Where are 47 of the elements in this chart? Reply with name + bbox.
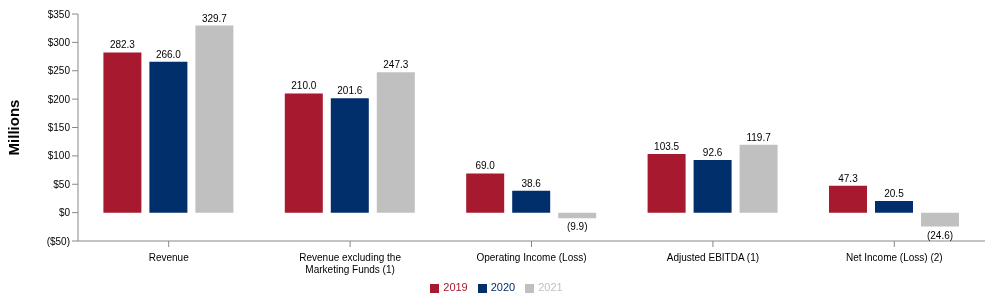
bar	[647, 153, 686, 213]
bar	[195, 25, 234, 213]
y-tick-label: ($50)	[46, 235, 70, 247]
data-label: (9.9)	[566, 221, 588, 233]
data-label: (24.6)	[926, 229, 954, 241]
data-label: 266.0	[155, 48, 182, 60]
data-label: 69.0	[475, 160, 496, 172]
legend-label: 2021	[538, 281, 563, 293]
data-label: 38.6	[521, 177, 542, 189]
bar	[376, 72, 415, 213]
data-label: 119.7	[746, 131, 772, 143]
y-tick-label: $150	[47, 122, 71, 134]
data-label: 210.0	[291, 80, 317, 92]
bar	[330, 98, 369, 213]
y-tick-label: $350	[47, 8, 71, 20]
data-label: 201.6	[337, 85, 363, 97]
x-tick-label: Operating Income (Loss)	[476, 252, 587, 263]
y-axis-title: Millions	[5, 99, 23, 156]
y-tick-label: $100	[47, 150, 71, 162]
x-tick-label: Revenue	[148, 252, 190, 263]
bar	[739, 144, 778, 213]
y-tick-label: $0	[58, 207, 71, 219]
y-tick-label: $50	[53, 178, 71, 190]
bar	[875, 200, 913, 213]
x-tick-label: Adjusted EBITDA (1)	[666, 252, 760, 263]
bar	[466, 173, 505, 213]
legend-label: 2020	[490, 281, 516, 293]
data-label: 282.3	[109, 39, 136, 51]
bar	[512, 190, 551, 213]
bar	[693, 160, 732, 213]
bar	[149, 61, 188, 213]
legend-label: 2019	[443, 281, 468, 293]
x-tick-label: Revenue excluding the Marketing Funds (1)	[299, 252, 402, 275]
data-label: 92.6	[702, 147, 723, 159]
y-tick-label: $250	[47, 65, 71, 77]
bar	[103, 52, 142, 213]
data-label: 103.5	[654, 140, 680, 152]
data-label: 47.3	[838, 172, 859, 184]
data-label: 329.7	[201, 12, 228, 24]
x-tick-label: Net Income (Loss) (2)	[845, 252, 943, 263]
bar	[284, 93, 323, 213]
bar	[921, 212, 959, 227]
data-label: 247.3	[383, 59, 409, 71]
bar	[829, 185, 867, 213]
data-label: 20.5	[884, 187, 905, 199]
y-tick-label: $300	[47, 36, 71, 48]
y-tick-label: $200	[47, 93, 71, 105]
